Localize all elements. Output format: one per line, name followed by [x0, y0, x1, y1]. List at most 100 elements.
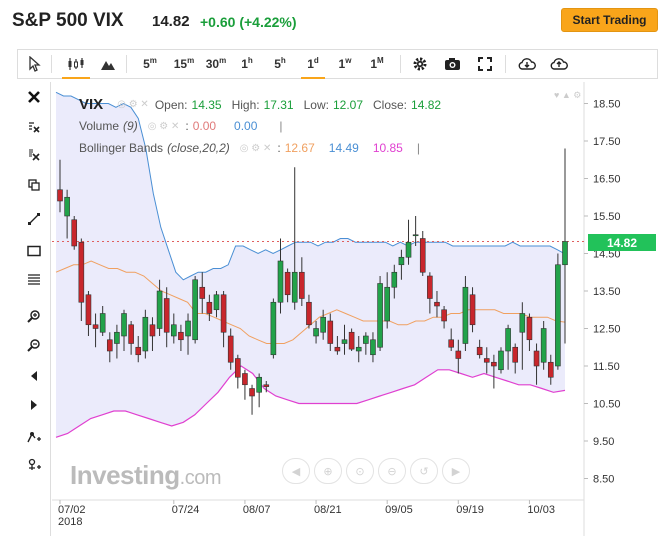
chart-area[interactable]: 18.50 17.50 16.50 15.50 14.50 13.50 12.50 11.50…: [52, 82, 658, 536]
candle-body: [519, 313, 526, 333]
candle-body: [270, 301, 277, 356]
close-value: 14.82: [411, 97, 442, 112]
erase-icon[interactable]: [23, 116, 45, 138]
trendline-icon[interactable]: [23, 208, 45, 230]
candle-body: [206, 301, 213, 314]
zoom-in-icon[interactable]: [23, 305, 45, 327]
y-tick-label: 15.50: [593, 211, 621, 223]
price-chart[interactable]: 18.50 17.50 16.50 15.50 14.50 13.50 12.50 11.50…: [52, 82, 658, 536]
candle-body: [384, 286, 390, 322]
timeframe-15m[interactable]: 15 m: [173, 55, 195, 72]
candle-body: [220, 294, 227, 333]
nav-reset-icon[interactable]: ↺: [410, 458, 438, 484]
candle-body: [277, 260, 284, 303]
candle-body: [455, 350, 462, 359]
candle-body: [227, 335, 234, 363]
candle-body: [441, 309, 447, 322]
candle-body: [213, 294, 220, 311]
candle-body: [512, 346, 519, 363]
candle-body: [71, 219, 78, 247]
gear-icon[interactable]: [408, 50, 432, 78]
candle-body: [306, 301, 312, 326]
download-icon[interactable]: [515, 50, 539, 78]
start-trading-button[interactable]: Start Trading: [561, 8, 658, 32]
candle-body: [448, 339, 454, 348]
candle-body: [498, 350, 504, 371]
candle-body: [398, 256, 405, 266]
candle-body: [469, 294, 476, 326]
bollinger-band-fill: [56, 92, 565, 438]
visibility-icons[interactable]: ◎ ⚙ ✕: [117, 99, 149, 110]
x-tick-label: 07/24: [172, 504, 200, 516]
x-tick-label: 09/19: [456, 504, 484, 516]
candle-body: [547, 361, 554, 378]
erase-all-icon[interactable]: [23, 144, 45, 166]
bb-upper-value: 14.49: [328, 141, 359, 155]
candle-body: [64, 196, 70, 217]
candle-body: [171, 324, 177, 337]
candle-body: [99, 313, 106, 333]
camera-icon[interactable]: [440, 50, 464, 78]
zoom-out-icon[interactable]: [23, 334, 45, 356]
candle-body: [235, 358, 241, 378]
ohlc-legend: VIX ◎ ⚙ ✕ Open: 14.35 High: 17.31 Low: 12.0…: [79, 96, 442, 113]
candle-body: [533, 350, 540, 367]
panel-controls-icon[interactable]: ♥ ▲ ⚙: [554, 90, 582, 100]
fullscreen-icon[interactable]: [473, 50, 497, 78]
mountain-chart-icon[interactable]: [96, 50, 120, 78]
scroll-left-icon[interactable]: [23, 365, 45, 387]
candle-body: [313, 328, 319, 337]
x-tick-label: 07/02: [58, 504, 86, 516]
scroll-right-icon[interactable]: [23, 394, 45, 416]
candle-body: [555, 264, 561, 367]
fibonacci-icon[interactable]: [23, 269, 45, 291]
bollinger-legend: Bollinger Bands (close,20,2) ◎ ⚙ ✕ : 12.…: [79, 141, 420, 155]
cursor-icon[interactable]: [22, 50, 46, 78]
candle-body: [391, 271, 398, 288]
rectangle-icon[interactable]: [23, 240, 45, 262]
last-price: 14.82: [152, 13, 190, 30]
candle-body: [249, 388, 255, 397]
candle-body: [178, 331, 184, 341]
candle-body: [256, 376, 262, 393]
candle-body: [299, 271, 305, 299]
open-value: 14.35: [191, 97, 222, 112]
nav-zoom-out-icon[interactable]: ⊖: [378, 458, 406, 484]
timeframe-30m[interactable]: 30 m: [205, 55, 227, 72]
candle-body: [142, 316, 149, 352]
investing-watermark: Investing.com: [70, 460, 221, 490]
candle-body: [476, 346, 483, 356]
candle-body: [263, 384, 270, 387]
upload-icon[interactable]: [547, 50, 571, 78]
candle-body: [320, 316, 326, 333]
cursor-lock-icon[interactable]: [23, 454, 45, 476]
nav-left-icon[interactable]: ◀: [282, 458, 310, 484]
candle-body: [242, 373, 248, 386]
copy-icon[interactable]: [23, 174, 45, 196]
low-value: 12.07: [332, 97, 363, 112]
bollinger-lower-line: [55, 365, 566, 438]
close-icon[interactable]: [23, 86, 45, 108]
bollinger-upper-line: [55, 91, 566, 281]
candle-body: [185, 320, 191, 337]
nav-right-icon[interactable]: ▶: [442, 458, 470, 484]
candlestick-icon[interactable]: [60, 50, 92, 79]
bb-lower-value: 10.85: [372, 141, 403, 155]
bollinger-visibility-icons[interactable]: ◎ ⚙ ✕: [239, 142, 272, 154]
price-change: +0.60 (+4.22%): [200, 14, 297, 30]
volume-visibility-icons[interactable]: ◎ ⚙ ✕: [147, 120, 180, 132]
instrument-title: S&P 500 VIX: [12, 10, 124, 31]
candle-body: [135, 346, 142, 356]
nav-zoom-reset-icon[interactable]: ⊙: [346, 458, 374, 484]
y-tick-label: 17.50: [593, 136, 621, 148]
last-price-label: 14.82: [588, 234, 656, 251]
nav-zoom-in-icon[interactable]: ⊕: [314, 458, 342, 484]
magnet-icon[interactable]: [23, 426, 45, 448]
